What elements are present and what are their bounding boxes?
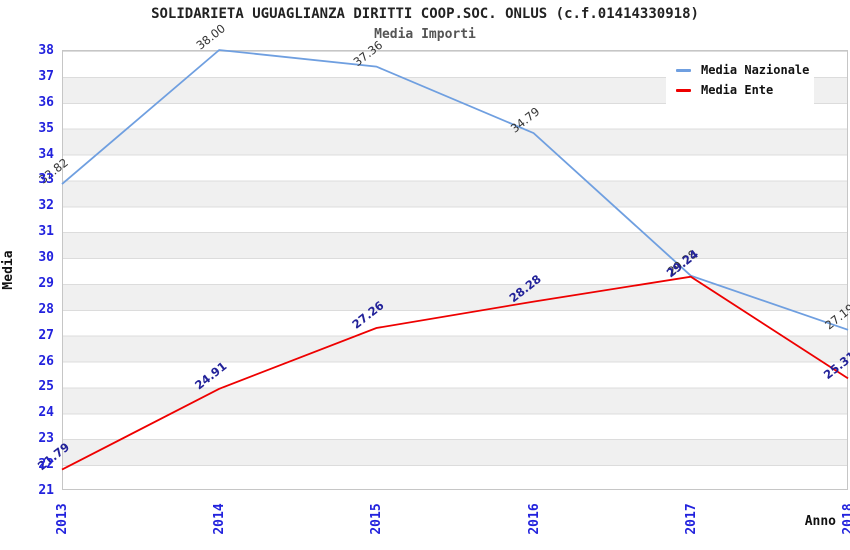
y-tick-label: 31	[38, 224, 54, 240]
chart-legend: Media Nazionale Media Ente	[666, 55, 814, 107]
x-tick-label: 2015	[369, 503, 385, 535]
x-tick-label: 2018	[841, 503, 850, 535]
legend-label: Media Nazionale	[701, 63, 810, 77]
media-nazionale-line-swatch-icon	[676, 68, 691, 72]
y-tick-label: 27	[38, 327, 54, 343]
y-tick-label: 37	[38, 68, 54, 84]
y-tick-label: 29	[38, 275, 54, 291]
y-tick-label: 32	[38, 198, 54, 214]
chart-title: SOLIDARIETA UGUAGLIANZA DIRITTI COOP.SOC…	[151, 6, 699, 22]
legend-item-media-nazionale: Media Nazionale	[676, 60, 810, 80]
legend-item-media-ente: Media Ente	[676, 80, 806, 100]
plot-area	[62, 50, 848, 490]
x-tick-label: 2016	[526, 503, 542, 535]
y-tick-label: 38	[38, 43, 54, 58]
y-tick-label: 22	[38, 457, 54, 473]
y-tick-label: 24	[38, 405, 54, 421]
chart-subtitle: Media Importi	[374, 27, 476, 42]
y-tick-label: 23	[38, 431, 54, 447]
y-tick-label: 34	[38, 146, 54, 162]
y-tick-label: 33	[38, 172, 54, 188]
y-axis-title: Media	[1, 250, 16, 290]
x-tick-label: 2014	[212, 503, 228, 535]
x-tick-label: 2013	[55, 503, 70, 535]
y-tick-label: 28	[38, 301, 54, 317]
legend-label: Media Ente	[701, 83, 774, 97]
x-tick-label: 2017	[683, 503, 699, 535]
y-tick-label: 25	[38, 379, 54, 395]
media-ente-line-swatch-icon	[676, 88, 691, 92]
y-tick-label: 36	[38, 94, 54, 110]
y-tick-label: 26	[38, 353, 54, 369]
x-axis-title: Anno	[804, 514, 836, 529]
y-tick-label: 35	[38, 120, 54, 136]
y-tick-label: 21	[38, 483, 54, 498]
y-tick-label: 30	[38, 250, 54, 266]
